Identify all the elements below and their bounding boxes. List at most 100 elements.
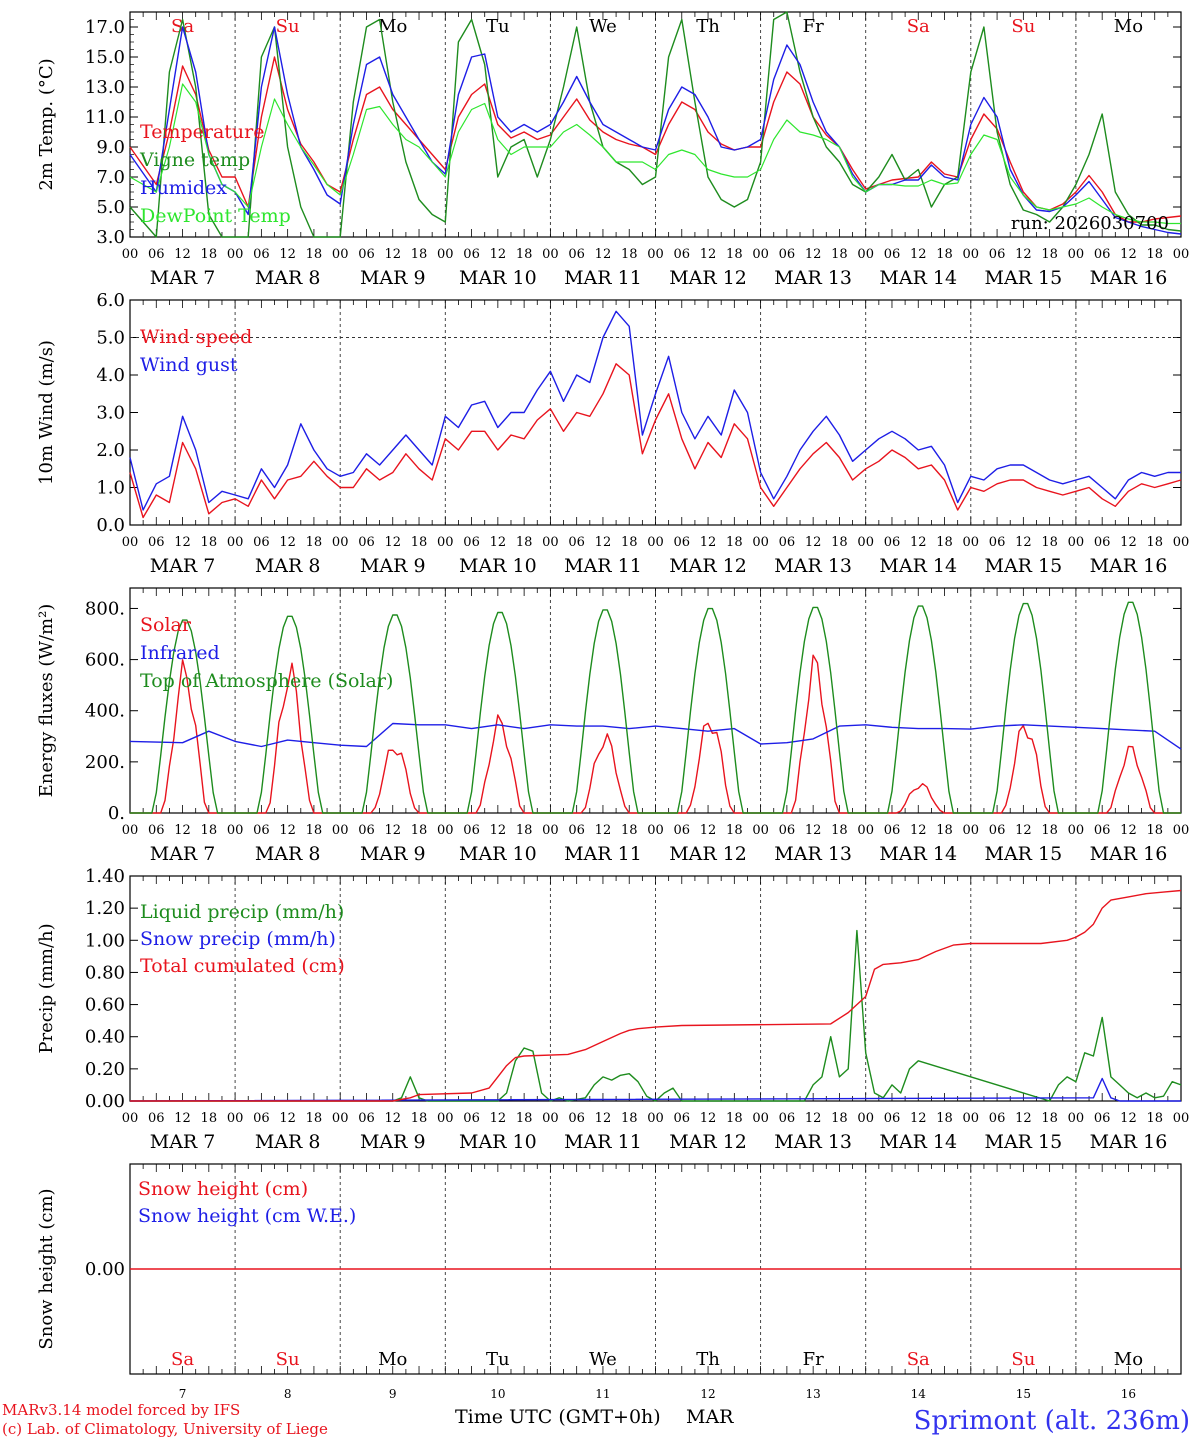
x-hour-label: 12 xyxy=(279,247,296,262)
x-hour-label: 18 xyxy=(201,823,218,838)
x-hour-label: 00 xyxy=(1173,247,1190,262)
y-tick-label: 5.0 xyxy=(96,328,125,349)
x-hour-label: 00 xyxy=(857,823,874,838)
copyright-credit: (c) Lab. of Climatology, University of L… xyxy=(2,1420,328,1438)
x-date-label: MAR 10 xyxy=(459,267,537,289)
y-axis-label: Precip (mm/h) xyxy=(36,923,57,1053)
x-hour-label: 06 xyxy=(884,535,901,550)
x-hour-label: 12 xyxy=(279,1111,296,1126)
x-hour-label: 06 xyxy=(253,535,270,550)
x-hour-label: 18 xyxy=(516,1111,533,1126)
legend-entry: Total cumulated (cm) xyxy=(140,955,345,977)
x-hour-label: 00 xyxy=(227,535,244,550)
x-hour-label: 06 xyxy=(1094,535,1111,550)
y-axis-label: Snow height (cm) xyxy=(36,1188,57,1349)
day-name-label: Su xyxy=(276,1349,300,1370)
x-hour-label: 00 xyxy=(857,535,874,550)
precip-panel: 0.00 0.20 0.40 0.60 0.80 1.00 1.20 1.40 Precip (… xyxy=(36,866,1189,1153)
x-hour-label: 18 xyxy=(726,535,743,550)
x-hour-label: 12 xyxy=(910,823,927,838)
x-date-label: MAR 8 xyxy=(255,843,321,865)
run-label: run: 2026030700 xyxy=(1011,213,1169,234)
x-date-label: MAR 16 xyxy=(1090,1131,1168,1153)
x-date-label: MAR 8 xyxy=(255,555,321,577)
x-hour-label: 00 xyxy=(752,247,769,262)
series-line-infrared xyxy=(129,722,1182,750)
x-hour-label: 00 xyxy=(437,247,454,262)
y-tick-label: 15.0 xyxy=(85,47,125,68)
x-date-label: MAR 9 xyxy=(360,843,426,865)
x-hour-label: 18 xyxy=(621,823,638,838)
day-name-label: Tu xyxy=(486,1349,510,1370)
x-date-label: MAR 8 xyxy=(255,1131,321,1153)
x-hour-label: 06 xyxy=(358,535,375,550)
x-hour-label: 12 xyxy=(384,247,401,262)
x-date-label: MAR 9 xyxy=(360,555,426,577)
x-hour-label: 18 xyxy=(516,823,533,838)
legend-entry: Top of Atmosphere (Solar) xyxy=(140,670,393,692)
x-hour-label: 06 xyxy=(253,247,270,262)
x-hour-label: 00 xyxy=(1068,247,1085,262)
y-tick-label: 11.0 xyxy=(85,107,125,128)
x-date-label: MAR 11 xyxy=(564,843,642,865)
x-date-label: MAR 11 xyxy=(564,1131,642,1153)
x-hour-label: 18 xyxy=(1146,247,1163,262)
y-axis-label: Energy fluxes (W/m²) xyxy=(36,604,57,798)
x-hour-label: 00 xyxy=(963,1111,980,1126)
x-hour-label: 00 xyxy=(542,823,559,838)
x-hour-label: 00 xyxy=(1173,535,1190,550)
x-hour-label: 18 xyxy=(201,535,218,550)
day-name-label: Su xyxy=(276,16,300,37)
x-hour-label: 06 xyxy=(884,823,901,838)
y-axis-label: 2m Temp. (°C) xyxy=(36,58,57,190)
x-day-number: 16 xyxy=(1121,1387,1136,1401)
x-hour-label: 00 xyxy=(647,1111,664,1126)
x-date-label: MAR 14 xyxy=(879,843,957,865)
x-hour-label: 12 xyxy=(595,823,612,838)
x-hour-label: 06 xyxy=(1094,823,1111,838)
x-hour-label: 12 xyxy=(1015,247,1032,262)
x-hour-label: 12 xyxy=(1120,535,1137,550)
x-hour-label: 18 xyxy=(411,1111,428,1126)
x-hour-label: 00 xyxy=(122,247,139,262)
y-tick-label: 1.40 xyxy=(85,866,125,887)
day-name-label: Th xyxy=(696,1349,720,1370)
x-hour-label: 12 xyxy=(279,823,296,838)
series-line-snow-precip-mm-h- xyxy=(129,1077,1181,1102)
x-date-label: MAR 7 xyxy=(150,843,216,865)
x-day-number: 15 xyxy=(1016,1387,1031,1401)
y-tick-label: 1.00 xyxy=(85,930,125,951)
snow-panel: 0.00 Snow height (cm) Sa Su Mo Tu We Th Fr Sa Su Mo… xyxy=(36,1163,1182,1401)
fluxes-panel: 0. 200. 400. 600. 800. Energy fluxes (W/m²) So… xyxy=(36,587,1189,865)
x-date-label: MAR 16 xyxy=(1090,555,1168,577)
x-hour-label: 12 xyxy=(805,823,822,838)
x-hour-label: 00 xyxy=(752,535,769,550)
x-date-label: MAR 7 xyxy=(150,1131,216,1153)
x-hour-label: 12 xyxy=(595,1111,612,1126)
legend-entry: Infrared xyxy=(140,642,220,664)
x-hour-label: 18 xyxy=(306,535,323,550)
x-date-label: MAR 12 xyxy=(669,267,747,289)
legend-entry: Vigne temp xyxy=(139,149,250,171)
x-hour-label: 12 xyxy=(384,1111,401,1126)
x-hour-label: 00 xyxy=(227,823,244,838)
x-day-number: 11 xyxy=(595,1387,610,1401)
x-hour-label: 00 xyxy=(332,1111,349,1126)
x-hour-label: 18 xyxy=(1041,823,1058,838)
x-hour-label: 06 xyxy=(148,1111,165,1126)
station-name: Sprimont (alt. 236m) xyxy=(914,1406,1190,1436)
y-tick-label: 0.00 xyxy=(85,1091,125,1112)
y-tick-label: 3.0 xyxy=(96,403,125,424)
x-hour-label: 12 xyxy=(1015,1111,1032,1126)
x-hour-label: 06 xyxy=(463,535,480,550)
legend-entry: Humidex xyxy=(140,177,227,199)
x-hour-label: 12 xyxy=(595,247,612,262)
legend-entry: Snow precip (mm/h) xyxy=(140,928,336,950)
y-tick-label: 1.20 xyxy=(85,898,125,919)
y-tick-label: 4.0 xyxy=(96,365,125,386)
x-hour-label: 18 xyxy=(306,823,323,838)
series-line-temperature xyxy=(129,56,1182,223)
x-hour-label: 18 xyxy=(306,1111,323,1126)
day-name-label: Mo xyxy=(378,16,407,37)
